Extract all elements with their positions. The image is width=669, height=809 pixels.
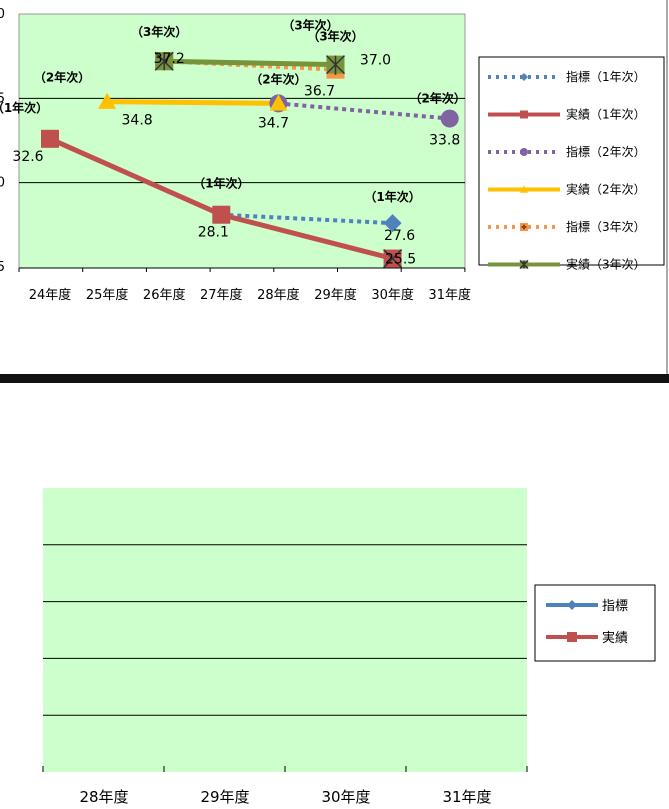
chart1-phase-label: （2年次）: [250, 71, 306, 86]
chart2-plot-area: [43, 488, 527, 772]
separator-bar: [0, 374, 669, 383]
chart1-y-tick-label: 0: [0, 176, 5, 191]
chart1-x-tick-label: 25年度: [86, 287, 129, 303]
chart1-data-point: [41, 129, 59, 148]
chart1-legend-marker: [520, 185, 528, 193]
chart1-data-point: [98, 92, 117, 109]
chart1-x-tick-label: 29年度: [314, 287, 357, 303]
chart1-x-tick-label: 30年度: [371, 287, 414, 303]
chart1-phase-label: （2年次）: [34, 70, 90, 85]
chart1-phase-label: （1年次）: [193, 176, 249, 191]
chart1-phase-label: （3年次）: [307, 29, 363, 44]
chart1-legend: [478, 56, 665, 266]
chart1-value-label: 34.8: [122, 113, 153, 129]
chart1-phase-label: （1年次）: [0, 100, 48, 115]
chart1-value-label: 37.0: [360, 53, 391, 69]
chart2-x-tick-label: 29年度: [200, 788, 249, 806]
chart1-legend-marker: [520, 73, 528, 81]
chart1-data-point: [154, 51, 174, 71]
chart1-value-label: 28.1: [198, 225, 229, 241]
chart1-value-label: 32.6: [12, 149, 43, 165]
chart1-phase-label: （3年次）: [131, 24, 187, 39]
chart2-legend-label: 指標: [602, 599, 628, 614]
chart1-value-label: 27.6: [384, 228, 415, 244]
chart1-legend-marker: [520, 148, 528, 156]
chart1-x-tick-label: 27年度: [200, 287, 243, 303]
chart1-x-tick-label: 26年度: [143, 287, 186, 303]
chart1-y-tick-label: 5: [0, 91, 5, 106]
chart2-x-tick-label: 31年度: [442, 788, 491, 806]
chart1-legend-marker: [520, 223, 528, 231]
chart1-value-label: 36.7: [304, 84, 335, 100]
chart1-y-tick-label: 0: [0, 7, 5, 22]
chart1-legend-label: 指標（3年次）: [566, 219, 646, 234]
chart1-data-point: [383, 214, 402, 233]
chart1-value-label: 25.5: [385, 252, 416, 268]
chart2-legend-label: 実績: [602, 630, 628, 646]
chart1-data-point: [269, 94, 288, 111]
chart1-legend-label: 実績（1年次）: [566, 107, 646, 122]
chart2-x-tick-label: 28年度: [79, 788, 128, 806]
chart2-x-tick-label: 30年度: [321, 788, 370, 806]
chart1-y-tick-label: 5: [0, 260, 5, 275]
chart1-value-label: 33.8: [429, 133, 460, 149]
chart1-legend-marker: [520, 110, 528, 119]
chart2-legend: [534, 584, 656, 662]
chart1-legend-label: 指標（2年次）: [566, 144, 646, 159]
chart1-data-point: [383, 249, 403, 269]
chart1-legend-label: 実績（3年次）: [566, 257, 646, 272]
chart2-legend-marker: [567, 632, 577, 642]
chart1-value-label: 37.2: [154, 51, 185, 67]
chart1-data-point: [212, 205, 231, 224]
chart1-phase-label: （3年次）: [282, 18, 338, 33]
chart1-legend-label: 実績（2年次）: [566, 182, 646, 197]
chart2-legend-marker: [567, 600, 577, 610]
chart1-series-line: [107, 99, 279, 106]
chart1-series-line: [164, 58, 336, 68]
chart1-x-tick-label: 31年度: [428, 287, 471, 303]
chart1-x-tick-label: 28年度: [257, 287, 300, 303]
chart1-data-point: [325, 55, 346, 75]
chart1-value-label: 34.7: [258, 115, 289, 131]
chart1-legend-label: 指標（1年次）: [566, 69, 646, 84]
chart-1: 0 5 0 5 24年度 25年度 26年度 27年度 28年度 29年度 30年度 31年度 （1年…: [0, 0, 668, 380]
chart1-legend-marker: [519, 259, 529, 270]
chart1-x-tick-label: 24年度: [29, 287, 72, 303]
chart1-data-point: [440, 109, 459, 128]
chart1-phase-label: （1年次）: [364, 189, 420, 204]
chart1-phase-label: （2年次）: [410, 91, 466, 106]
